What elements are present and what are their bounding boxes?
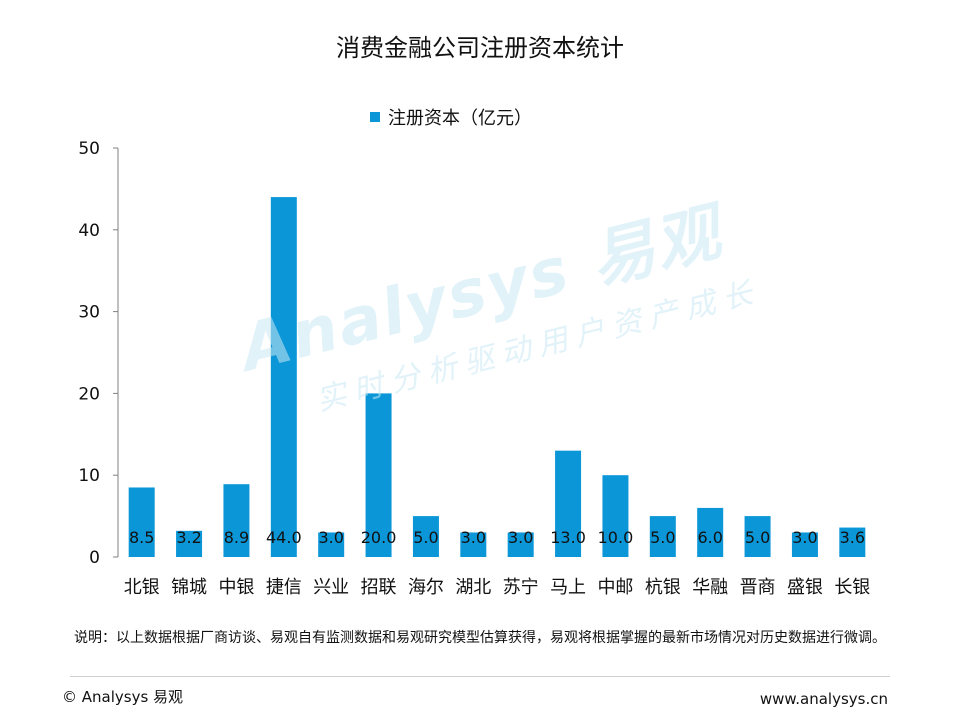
x-tick-label: 苏宁 xyxy=(503,577,539,598)
bar xyxy=(602,475,629,557)
bar-chart: 0 10 20 30 40 50 8.5 北银 3.2 锦城 8.9 中银 44.0 捷信 3.0 兴业 20… xyxy=(78,139,870,598)
x-tick-label: 长银 xyxy=(834,577,870,598)
legend-label: 注册资本（亿元） xyxy=(388,108,532,129)
bar xyxy=(460,532,487,557)
data-label: 13.0 xyxy=(550,528,586,547)
y-tick-label: 50 xyxy=(78,139,100,159)
bar xyxy=(318,532,345,557)
bar xyxy=(697,507,724,557)
x-tick-label: 北银 xyxy=(124,577,160,598)
y-tick-label: 20 xyxy=(78,384,100,404)
data-label: 3.0 xyxy=(461,528,486,547)
website-link[interactable]: www.analysys.cn xyxy=(759,690,888,708)
bar xyxy=(176,530,203,557)
bar xyxy=(128,487,155,557)
x-tick-label: 华融 xyxy=(692,577,728,598)
chart-legend: 注册资本（亿元） xyxy=(370,104,532,130)
bar xyxy=(791,532,818,557)
x-tick-label: 杭银 xyxy=(645,577,681,598)
x-tick-label: 马上 xyxy=(550,577,586,598)
x-tick-label: 晋商 xyxy=(740,577,776,598)
x-tick-label: 捷信 xyxy=(266,577,302,598)
x-tick-label: 盛银 xyxy=(787,577,823,598)
x-tick-label: 海尔 xyxy=(408,577,444,598)
data-label: 3.0 xyxy=(318,528,343,547)
x-tick-label: 湖北 xyxy=(455,577,491,598)
data-label: 20.0 xyxy=(361,528,397,547)
data-label: 3.0 xyxy=(792,528,817,547)
data-label: 5.0 xyxy=(745,528,770,547)
y-tick-label: 10 xyxy=(78,466,100,486)
data-label: 5.0 xyxy=(413,528,438,547)
bar xyxy=(555,450,582,557)
y-tick-label: 30 xyxy=(78,303,100,323)
data-label: 3.2 xyxy=(176,528,201,547)
data-label: 3.6 xyxy=(840,528,865,547)
data-label: 10.0 xyxy=(598,528,634,547)
data-label: 5.0 xyxy=(650,528,675,547)
data-label: 44.0 xyxy=(266,528,302,547)
bar xyxy=(649,516,676,557)
x-tick-label: 中银 xyxy=(218,577,254,598)
copyright-text: © Analysys 易观 xyxy=(62,688,184,706)
bar xyxy=(412,516,439,557)
x-tick-label: 招联 xyxy=(361,577,397,598)
bar xyxy=(223,484,250,557)
data-label: 8.5 xyxy=(129,528,154,547)
legend-swatch xyxy=(370,112,380,122)
bar xyxy=(365,393,392,557)
bar xyxy=(839,527,866,557)
x-tick-label: 兴业 xyxy=(313,577,349,598)
data-label: 6.0 xyxy=(697,528,722,547)
footer-divider xyxy=(70,676,890,677)
y-tick-label: 0 xyxy=(89,548,100,568)
data-label: 8.9 xyxy=(224,528,249,547)
x-tick-label: 锦城 xyxy=(171,577,207,598)
bar xyxy=(270,197,297,557)
chart-title: 消费金融公司注册资本统计 xyxy=(336,34,624,62)
x-tick-label: 中邮 xyxy=(597,577,633,598)
source-note: 说明：以上数据根据厂商访谈、易观自有监测数据和易观研究模型估算获得，易观将根据掌… xyxy=(74,630,886,646)
data-label: 3.0 xyxy=(508,528,533,547)
y-tick-label: 40 xyxy=(78,221,100,241)
bar xyxy=(744,516,771,557)
bar xyxy=(507,532,534,557)
